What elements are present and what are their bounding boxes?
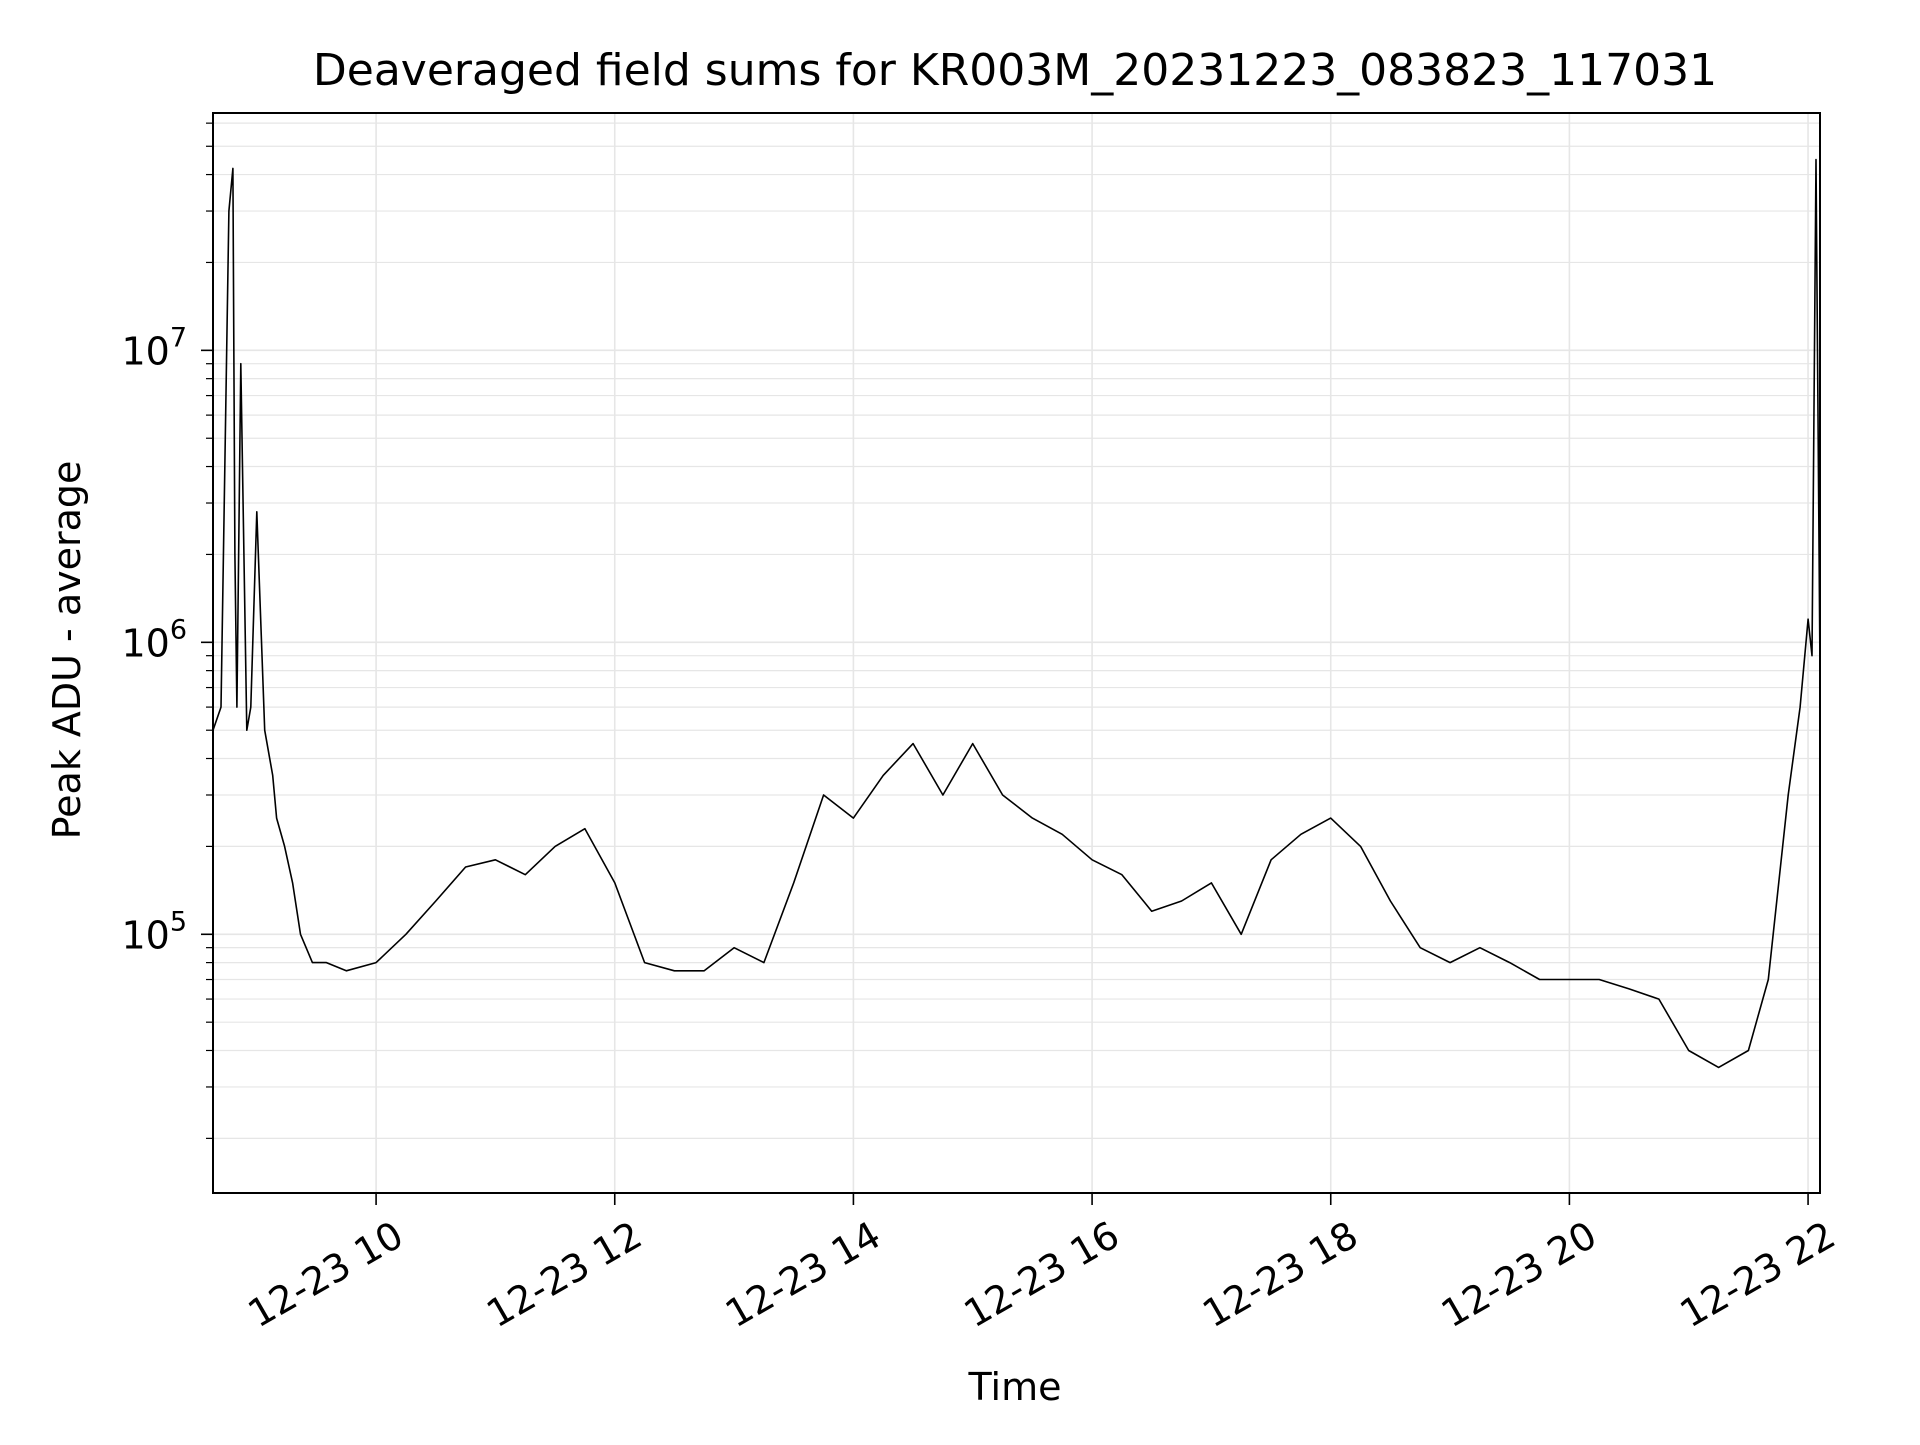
axis-ticks	[201, 122, 1809, 1205]
y-tick-label: 107	[121, 322, 187, 373]
x-axis-label: Time	[968, 1365, 1062, 1409]
grid	[213, 113, 1820, 1193]
y-axis-label: Peak ADU - average	[45, 461, 89, 840]
y-tick-label: 105	[121, 906, 187, 957]
series-line	[212, 158, 1821, 1069]
y-tick-label: 106	[121, 614, 187, 665]
chart-title: Deaveraged field sums for KR003M_2023122…	[313, 45, 1717, 96]
plot-frame	[212, 112, 1821, 1194]
series-layer	[212, 158, 1821, 1069]
